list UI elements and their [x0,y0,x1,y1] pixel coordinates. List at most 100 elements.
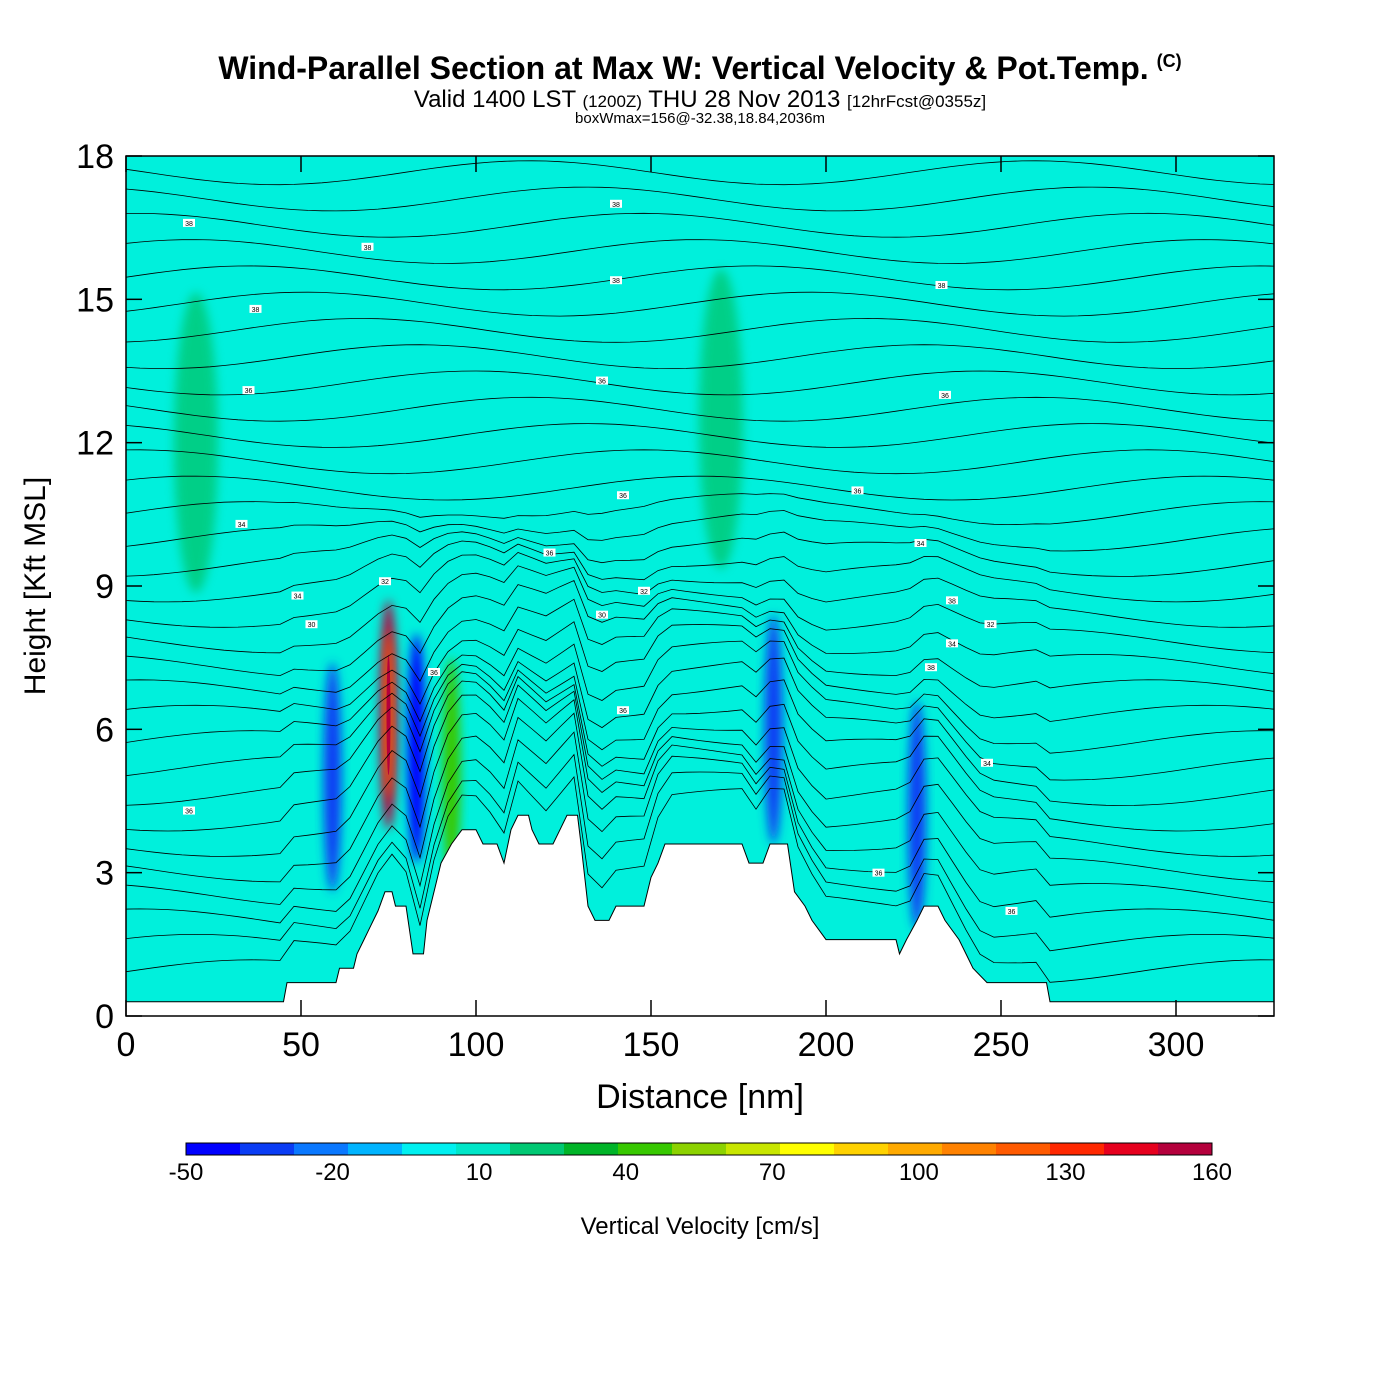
contour-label-bg [984,620,997,629]
contour-label: 38 [252,307,260,314]
x-tick-label: 200 [798,1026,855,1064]
colorbar-swatch [942,1143,997,1155]
contour-label-bg [617,706,629,715]
y-tick-label: 3 [95,855,114,893]
theta-contour [126,669,1274,806]
contour-label: 34 [983,761,991,768]
theta-contour [126,579,1274,677]
contour-label-bg [379,577,391,586]
contour-label-bg [638,586,650,595]
velocity-cell [764,614,783,845]
x-tick-label: 0 [117,1026,136,1064]
theta-contour [126,186,1274,212]
chart-subtitle: boxWmax=156@-32.38,18.84,2036m [575,110,825,127]
contour-label-bg [543,548,556,557]
contour-label-bg [305,620,318,629]
theta-contour [126,598,1274,695]
contour-label: 32 [987,622,995,629]
colorbar-swatch [726,1143,781,1155]
title-main: Wind-Parallel Section at Max W: Vertical… [218,50,1149,86]
contour-label: 36 [619,493,627,500]
theta-contour [126,684,1274,857]
contour-label: 38 [364,245,372,252]
contour-label-bg [914,539,927,547]
contour-label: 34 [948,641,956,648]
theta-contour [126,396,1274,422]
colorbar-swatch [510,1143,565,1155]
contour-label: 38 [938,283,946,290]
contour-label-bg [291,591,304,600]
y-tick-label: 18 [76,138,114,176]
valid-prefix: Valid 1400 LST [413,86,576,113]
valid-date: THU 28 Nov 2013 [648,86,841,113]
copyright-mark: (C) [1156,51,1182,71]
theta-contour [126,675,1274,832]
colorbar-label: Vertical Velocity [cm/s] [581,1213,820,1240]
x-axis-label: Distance [nm] [596,1078,804,1116]
y-tick-label: 0 [95,998,114,1036]
contour-label-bg [428,668,440,676]
x-tick-label: 300 [1148,1026,1205,1064]
colorbar-tick-label: -50 [169,1159,204,1186]
colorbar-tick-label: -20 [315,1159,350,1186]
colorbar-swatch [834,1143,889,1155]
theta-contour [126,552,1274,628]
theta-contour [126,344,1274,370]
contour-label: 36 [619,708,627,715]
colorbar-swatch [1050,1143,1105,1155]
x-tick-label: 150 [623,1026,680,1064]
contour-label: 38 [185,221,193,228]
colorbar-swatch [618,1143,673,1155]
colorbar-swatch [672,1143,727,1155]
contour-label-bg [1005,906,1018,915]
valid-time: Valid 1400 LST (1200Z) THU 28 Nov 2013 [… [0,86,1400,114]
theta-contour [126,712,1274,905]
theta-contour [126,291,1274,317]
colorbar-swatch [294,1143,349,1155]
velocity-field [174,268,926,931]
contour-label: 34 [238,522,246,529]
contour-label-bg [935,281,948,289]
theta-contour [126,540,1274,603]
theta-contour [126,531,1274,577]
contour-label: 36 [854,488,862,495]
contour-label-bg [946,639,958,648]
theta-contour [126,212,1274,238]
contour-label: 36 [430,670,438,677]
y-tick-label: 6 [95,711,114,749]
colorbar-frame [185,1142,1213,1156]
x-tick-label: 50 [282,1026,320,1064]
colorbar-swatch [348,1143,403,1155]
contour-label-bg [361,242,374,251]
contour-label: 34 [294,594,302,601]
terrain-profile [126,814,1274,1016]
velocity-cell [174,292,218,593]
contour-label-bg [617,491,629,500]
theta-contour [126,753,1274,952]
contour-label: 38 [948,598,956,605]
theta-contours [126,160,1274,983]
contour-label-bg [946,596,958,605]
contour-label: 36 [1008,909,1016,916]
colorbar-swatch [456,1143,511,1155]
contour-label-bg [925,663,937,672]
valid-utc: (1200Z) [582,92,642,111]
contour-label: 30 [598,613,606,620]
theta-contour [126,475,1274,501]
colorbar-tick-label: 10 [466,1159,493,1186]
contour-label: 38 [927,665,935,672]
contour-label: 32 [640,589,648,596]
theta-contour [126,265,1274,291]
theta-contour [126,510,1274,552]
y-tick-label: 15 [76,281,114,319]
colorbar-tick-label: 70 [759,1159,786,1186]
colorbar-swatch [564,1143,619,1155]
colorbar-swatch [402,1143,457,1155]
colorbar-swatch [888,1143,943,1155]
contour-label-bg [235,519,248,528]
theta-contour [126,640,1274,754]
contour-label: 36 [546,551,554,558]
colorbar-swatch [186,1143,241,1155]
colorbar-tick-label: 100 [899,1159,939,1186]
